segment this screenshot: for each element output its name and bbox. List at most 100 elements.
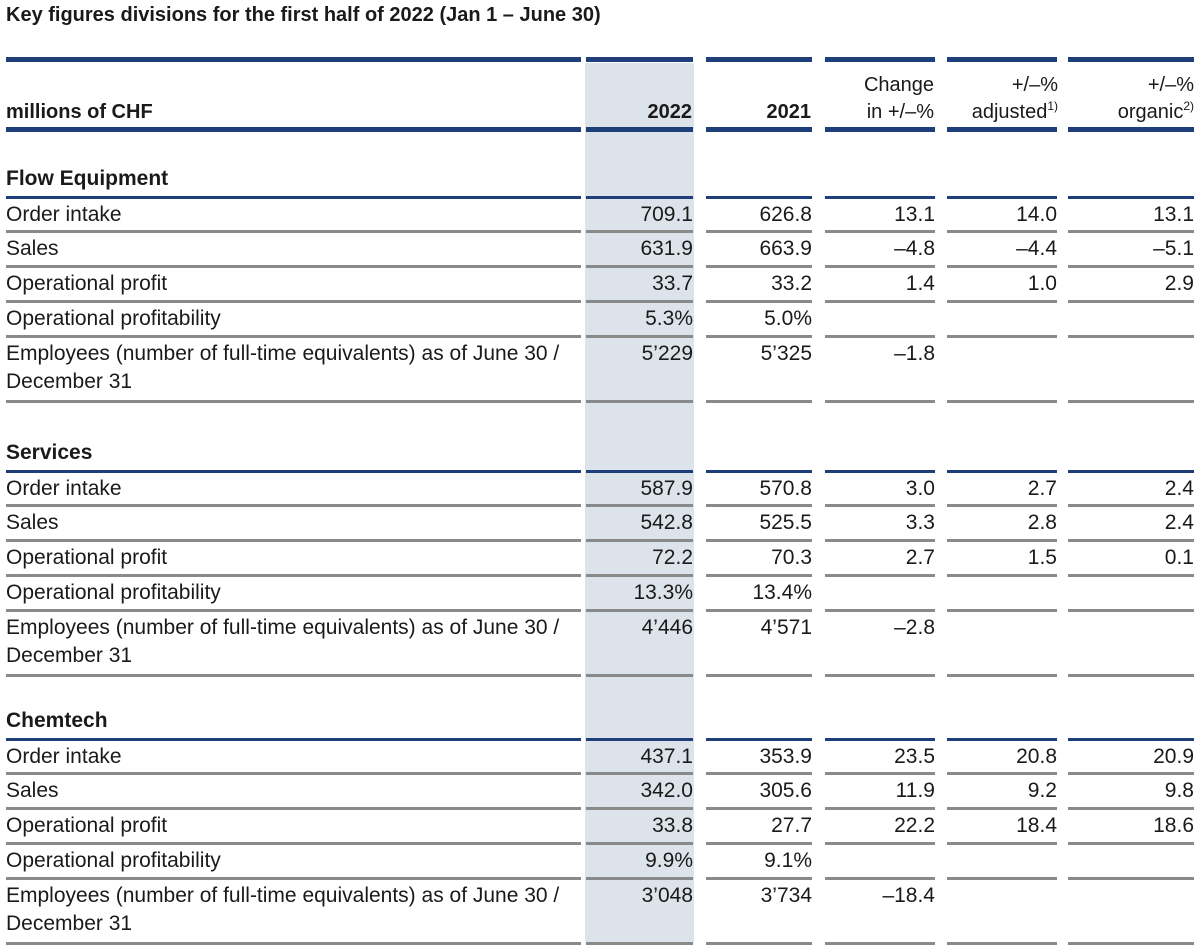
row-rule [1068, 807, 1194, 810]
row-rule [947, 807, 1057, 810]
row-label: Sales [6, 511, 59, 534]
section-title: Services [6, 441, 93, 464]
header-organic: +/–% organic2) [1117, 74, 1194, 123]
row-rule [947, 674, 1057, 677]
row-rule [6, 400, 581, 403]
row-rule [6, 230, 581, 233]
row-rule [586, 877, 693, 880]
cell-change: 11.9 [895, 779, 935, 802]
row-rule [1068, 609, 1194, 612]
row-rule [706, 574, 812, 577]
row-label: Operational profit [6, 546, 168, 569]
row-rule [706, 609, 812, 612]
row-rule [947, 842, 1057, 845]
highlight-column-2022 [585, 63, 694, 943]
section-rule [6, 470, 581, 473]
row-rule [586, 674, 693, 677]
row-rule [6, 504, 581, 507]
row-rule [825, 772, 935, 775]
header-rule [6, 57, 581, 62]
row-rule [947, 574, 1057, 577]
row-rule [586, 400, 693, 403]
unit-header: millions of CHF [6, 101, 153, 123]
section-rule [706, 470, 812, 473]
row-rule [706, 335, 812, 338]
section-rule [947, 738, 1057, 741]
cell-adjusted: 9.2 [1027, 779, 1057, 802]
row-rule [6, 609, 581, 612]
row-rule [1068, 842, 1194, 845]
row-rule [825, 574, 935, 577]
row-rule [825, 609, 935, 612]
row-rule [586, 504, 693, 507]
cell-organic: 9.8 [1164, 779, 1194, 802]
cell-v2021: 13.4% [752, 581, 812, 604]
row-rule [947, 335, 1057, 338]
header-rule [586, 127, 693, 132]
row-rule [586, 574, 693, 577]
cell-change: –2.8 [894, 616, 935, 639]
header-rule [947, 127, 1057, 132]
cell-organic: 18.6 [1153, 814, 1194, 837]
section-rule [1068, 738, 1194, 741]
cell-adjusted: 1.5 [1027, 546, 1057, 569]
row-rule [706, 400, 812, 403]
cell-v2022: 587.9 [640, 477, 693, 500]
row-rule [1068, 574, 1194, 577]
row-rule [6, 574, 581, 577]
row-rule [825, 400, 935, 403]
row-rule [825, 877, 935, 880]
section-rule [6, 738, 581, 741]
row-rule [6, 539, 581, 542]
header-rule [825, 57, 935, 62]
row-rule [825, 539, 935, 542]
row-label: Sales [6, 237, 59, 260]
header-rule [825, 127, 935, 132]
section-rule [825, 738, 935, 741]
cell-v2022: 4’446 [641, 616, 693, 639]
row-rule [706, 504, 812, 507]
row-label: Order intake [6, 745, 122, 768]
section-rule [6, 196, 581, 199]
cell-adjusted: 20.8 [1016, 745, 1057, 768]
cell-v2022: 33.8 [652, 814, 693, 837]
row-rule [947, 230, 1057, 233]
row-rule [586, 609, 693, 612]
row-rule [825, 504, 935, 507]
section-rule [947, 196, 1057, 199]
row-label: Operational profit [6, 272, 168, 295]
row-rule [1068, 335, 1194, 338]
cell-v2021: 305.6 [759, 779, 812, 802]
section-rule [825, 470, 935, 473]
row-rule [6, 772, 581, 775]
cell-v2022: 5’229 [641, 342, 693, 365]
cell-v2022: 342.0 [640, 779, 693, 802]
cell-v2021: 525.5 [759, 511, 812, 534]
row-rule [6, 842, 581, 845]
row-rule [1068, 674, 1194, 677]
row-rule [947, 504, 1057, 507]
section-rule [706, 738, 812, 741]
row-rule [947, 609, 1057, 612]
cell-adjusted: 14.0 [1016, 203, 1057, 226]
row-rule [586, 265, 693, 268]
row-rule [825, 300, 935, 303]
cell-v2021: 626.8 [759, 203, 812, 226]
row-rule [1068, 877, 1194, 880]
row-label: Order intake [6, 203, 122, 226]
cell-v2021: 5.0% [764, 307, 812, 330]
cell-v2022: 631.9 [640, 237, 693, 260]
row-label: Order intake [6, 477, 122, 500]
header-rule [947, 57, 1057, 62]
row-rule [947, 942, 1057, 945]
row-label: Employees (number of full-time equivalen… [6, 342, 560, 393]
header-adjusted: +/–% adjusted1) [971, 74, 1058, 123]
row-rule [947, 400, 1057, 403]
row-rule [947, 877, 1057, 880]
section-rule [825, 196, 935, 199]
footnote-2: 2) [1183, 99, 1194, 113]
row-rule [825, 265, 935, 268]
footnote-1: 1) [1047, 99, 1058, 113]
row-rule [706, 230, 812, 233]
row-label: Operational profitability [6, 581, 221, 604]
